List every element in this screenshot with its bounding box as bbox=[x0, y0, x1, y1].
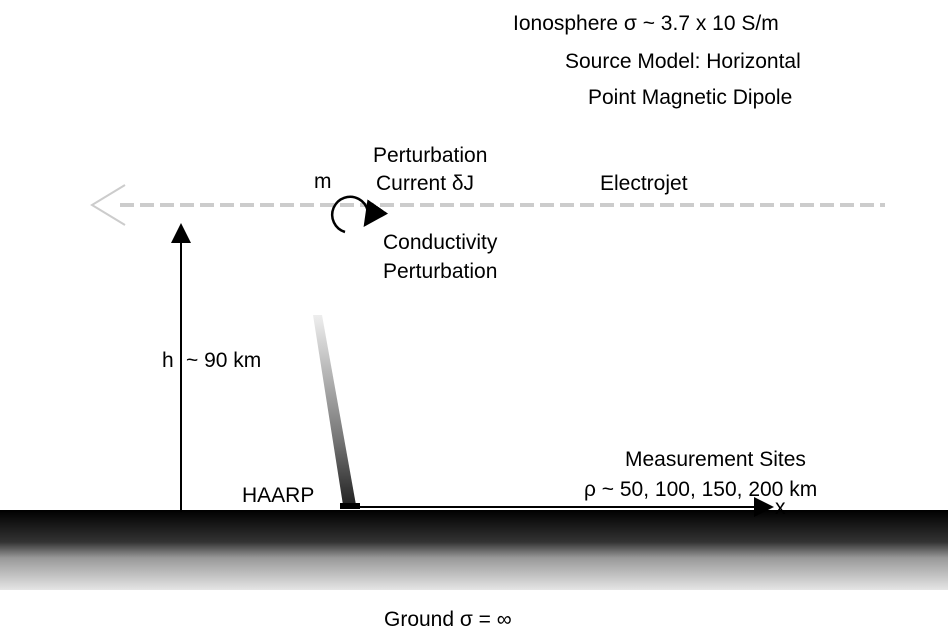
header-line: Ionosphere σ ~ 3.7 x 10 S/m bbox=[513, 12, 779, 35]
dipole-loop bbox=[330, 195, 389, 234]
label: Perturbation bbox=[373, 144, 487, 167]
label: Conductivity bbox=[383, 231, 498, 254]
header-line: Point Magnetic Dipole bbox=[588, 86, 792, 109]
heater-beam bbox=[313, 315, 356, 505]
label: ~ 90 km bbox=[186, 349, 261, 372]
label: ρ ~ 50, 100, 150, 200 km bbox=[584, 478, 817, 501]
ground bbox=[0, 510, 948, 590]
label: Ground σ = ∞ bbox=[384, 608, 512, 631]
label: x bbox=[775, 496, 786, 519]
label: Perturbation bbox=[383, 260, 497, 283]
label: Current δJ bbox=[376, 172, 474, 195]
label: Electrojet bbox=[600, 172, 688, 195]
haarp-antenna bbox=[340, 503, 360, 509]
label: Measurement Sites bbox=[625, 448, 806, 471]
electrojet-arrow bbox=[90, 184, 885, 226]
label: m bbox=[314, 170, 332, 193]
label: HAARP bbox=[242, 484, 314, 507]
label: h bbox=[162, 349, 174, 372]
header-line: Source Model: Horizontal bbox=[565, 50, 801, 73]
